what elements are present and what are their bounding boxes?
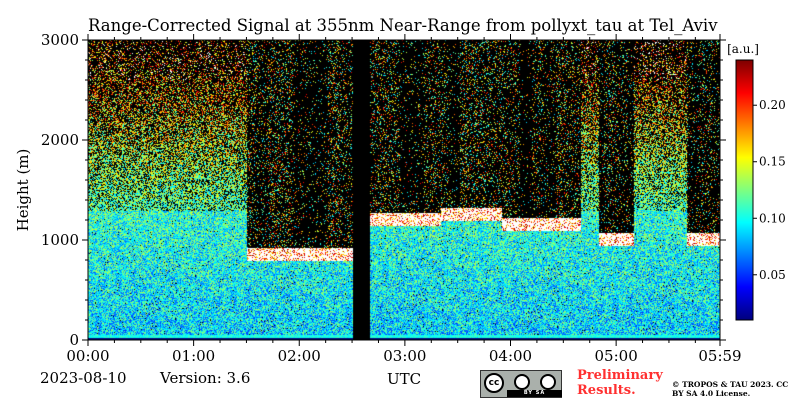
axes: 00:00 01:00 02:00 03:00 04:00 05:00 05:59 0 1000… — [14, 31, 742, 388]
y-tick-label: 2000 — [41, 131, 79, 149]
chart-title: Range-Corrected Signal at 355nm Near-Ran… — [88, 16, 718, 35]
colorbar-gradient — [736, 60, 753, 320]
x-tick-label: 04:00 — [489, 347, 532, 365]
date-label: 2023-08-10 — [40, 369, 127, 387]
cc-license-logo: cc BY SA — [480, 370, 562, 398]
cc-icon: cc — [484, 373, 504, 393]
colorbar-tick-label: 0.10 — [759, 211, 786, 225]
y-axis-label: Height (m) — [14, 149, 32, 232]
x-tick-label: 05:59 — [698, 347, 741, 365]
colorbar-tick-label: 0.20 — [759, 98, 786, 112]
preliminary-label: Preliminary Results. — [577, 368, 663, 398]
version-label: Version: 3.6 — [160, 369, 251, 387]
x-tick-label: 02:00 — [278, 347, 321, 365]
share-alike-icon — [540, 374, 556, 390]
y-tick-label: 1000 — [41, 231, 79, 249]
license-strip: BY SA — [507, 390, 562, 397]
x-tick-label: 05:00 — [595, 347, 638, 365]
plot-frame — [87, 39, 721, 341]
x-tick-label: 03:00 — [383, 347, 426, 365]
heatmap-image — [88, 40, 720, 340]
colorbar-tick-label: 0.05 — [759, 268, 786, 282]
x-tick-label: 01:00 — [172, 347, 215, 365]
y-tick-label: 3000 — [41, 31, 79, 49]
colorbar-tick-label: 0.15 — [759, 155, 786, 169]
x-axis-label: UTC — [387, 370, 421, 388]
colorbar-label: [a.u.] — [727, 42, 759, 56]
y-tick-label: 0 — [69, 331, 79, 349]
colorbar-frame — [735, 59, 754, 321]
x-tick-label: 00:00 — [66, 347, 109, 365]
attribution-icon — [514, 374, 530, 390]
colorbar: [a.u.] 0.05 0.10 0.15 0.20 — [727, 42, 786, 321]
plot-area — [87, 39, 721, 341]
copyright-label: © TROPOS & TAU 2023. CC BY SA 4.0 Licens… — [672, 380, 789, 398]
